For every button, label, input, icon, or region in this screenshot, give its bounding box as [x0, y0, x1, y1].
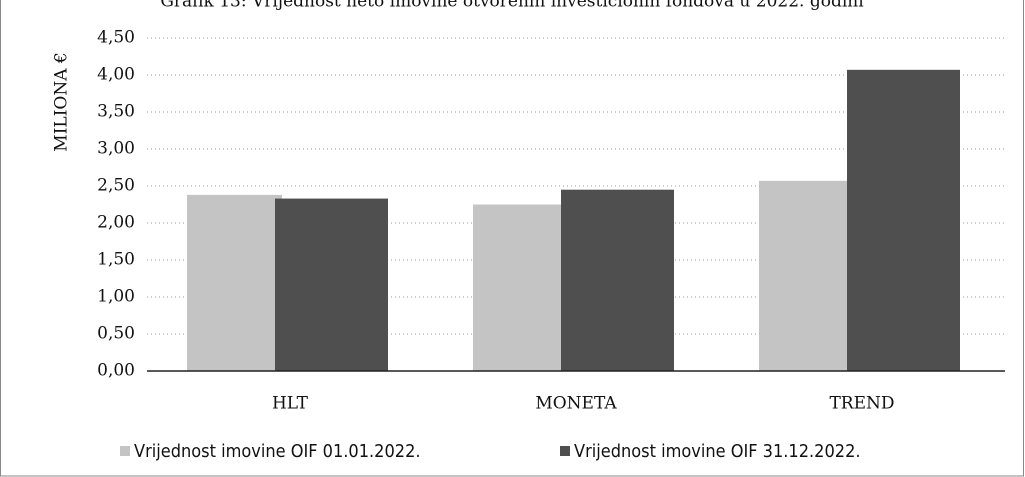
- legend-swatch: [120, 446, 130, 456]
- legend-label: Vrijednost imovine OIF 31.12.2022.: [574, 441, 861, 462]
- x-tick-label: TREND: [829, 394, 894, 414]
- y-tick-label: 2,50: [97, 176, 135, 196]
- bar: [275, 198, 388, 371]
- bar: [759, 180, 854, 371]
- bar: [847, 69, 960, 371]
- y-tick-label: 1,00: [97, 287, 135, 307]
- bar: [473, 204, 568, 371]
- x-tick-label: MONETA: [535, 394, 617, 414]
- y-tick-label: 4,00: [97, 65, 135, 85]
- y-tick-label: 3,50: [97, 102, 135, 122]
- y-tick-label: 1,50: [97, 250, 135, 270]
- y-tick-label: 3,00: [97, 139, 135, 159]
- y-tick-label: 2,00: [97, 213, 135, 233]
- y-tick-label: 0,00: [97, 361, 135, 381]
- bar: [187, 194, 282, 371]
- legend-swatch: [560, 446, 570, 456]
- chart-title: Grafik 13: Vrijednost neto imovine otvor…: [160, 0, 864, 12]
- bar: [561, 189, 674, 371]
- y-tick-label: 4,50: [97, 28, 135, 48]
- x-tick-label: HLT: [272, 394, 309, 414]
- y-tick-label: 0,50: [97, 324, 135, 344]
- y-axis-label: MILIONA €: [52, 52, 72, 151]
- legend-label: Vrijednost imovine OIF 01.01.2022.: [134, 441, 421, 462]
